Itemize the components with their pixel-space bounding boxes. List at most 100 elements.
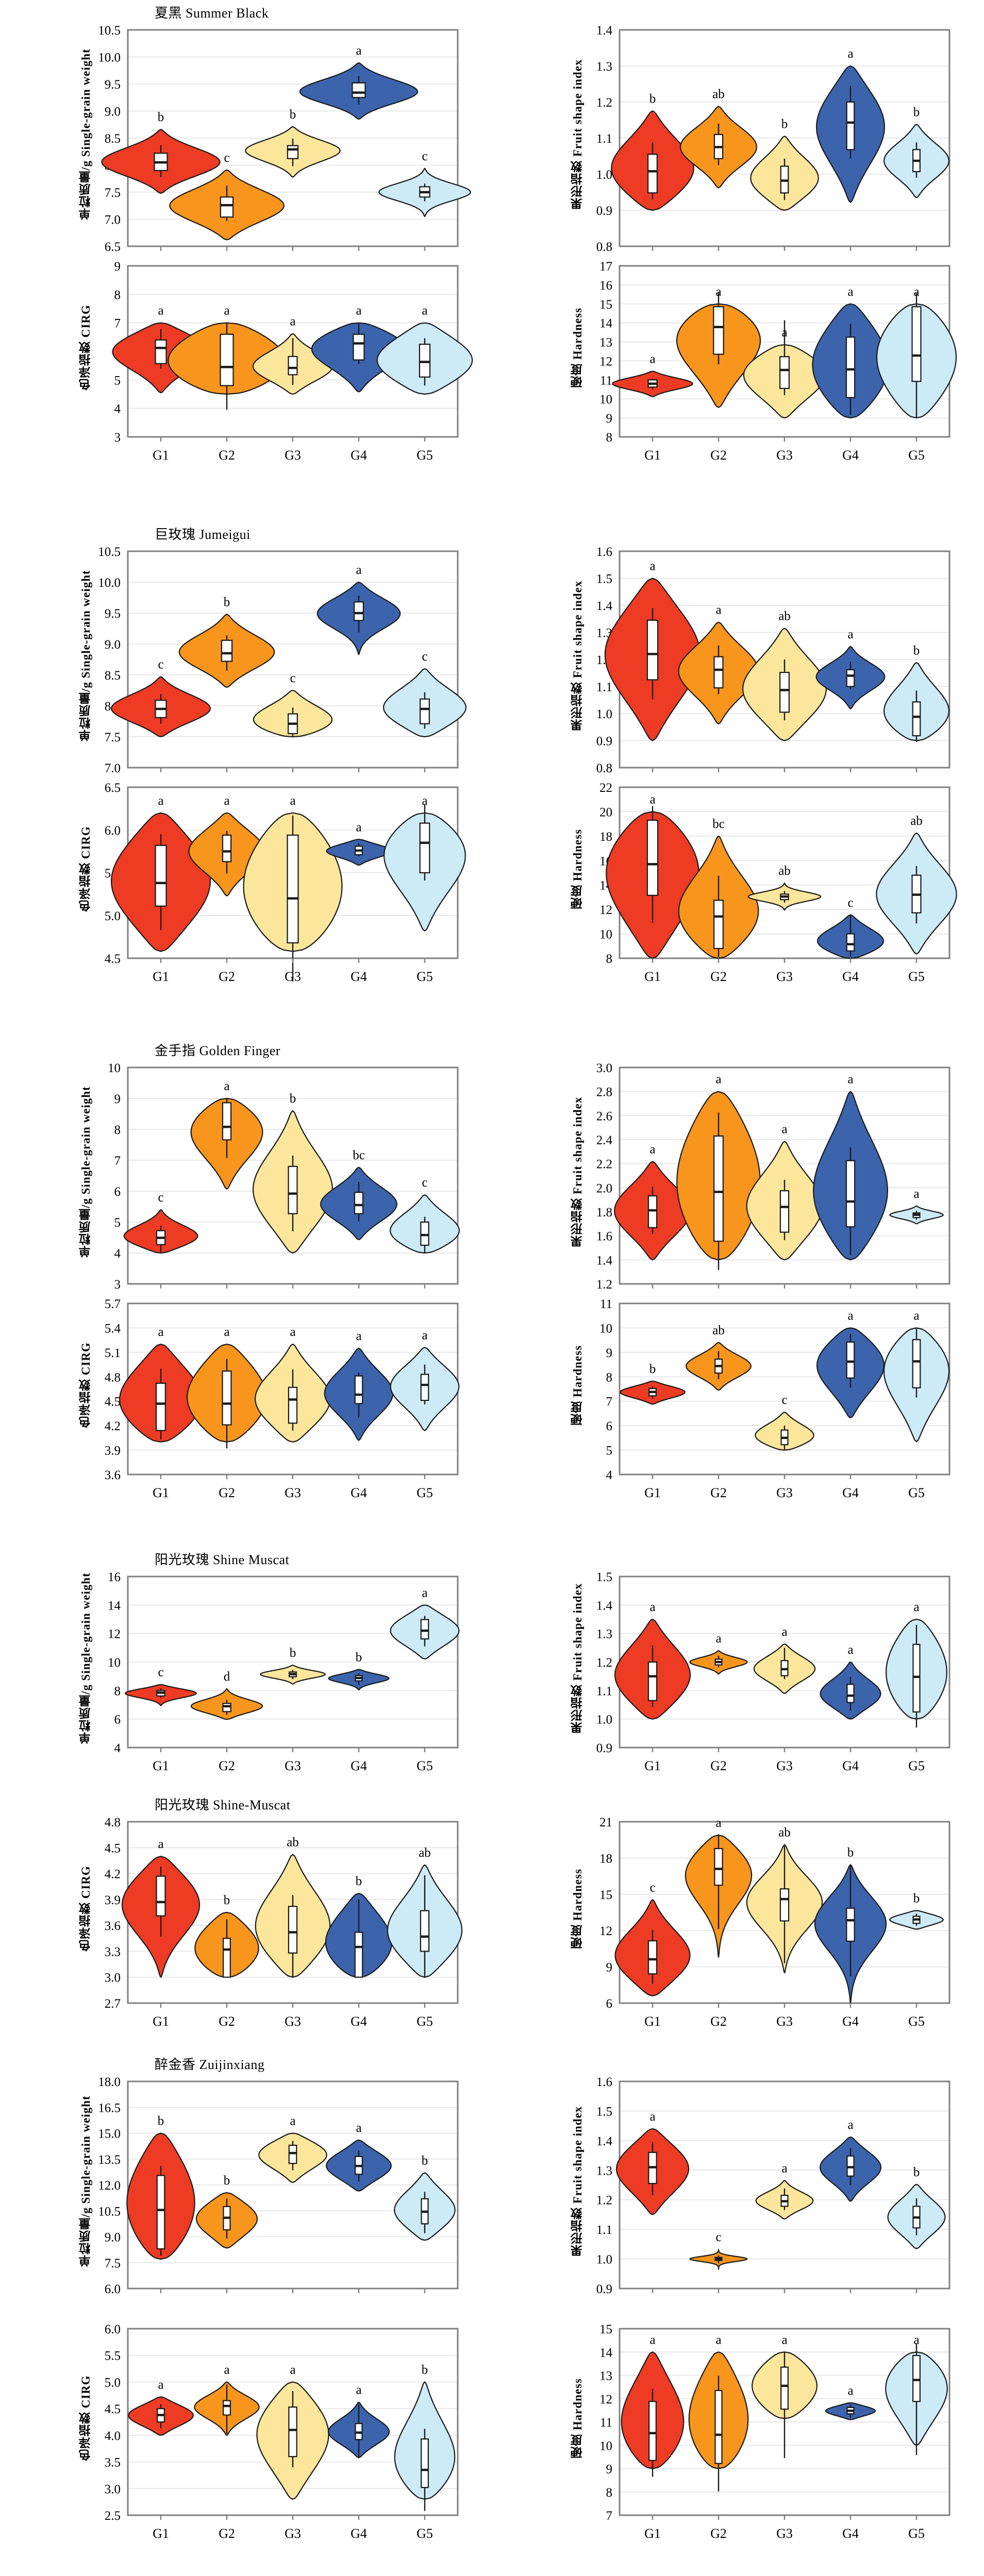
box [420,1374,429,1401]
significance-letter: a [847,1309,853,1323]
x-category-label: G4 [842,2526,859,2541]
violin-group-G2: a [688,2333,749,2492]
chart-row-7: 阳光玫瑰 Shine-Muscat 色泽指数 CIRG 2.7 3.0 3.3 3.6 3.… [0,1796,984,2031]
panel-title [492,1551,983,1569]
chart-wrap: 果形指数 Fruit shape index 0.9 1.0 1.1 1.2 1.3 1.4… [492,1569,983,1775]
y-tick-label: 10.5 [98,2205,121,2218]
y-tick-label: 12 [599,903,612,917]
chart-cell-gf-shape: 果形指数 Fruit shape index 1.2 1.4 1.6 1.8 2.0 2.2… [492,1042,983,1291]
box [912,1339,921,1388]
y-tick-label: 0.9 [596,204,612,218]
box [912,701,921,737]
y-tick-label: 13 [599,336,612,350]
significance-letter: a [224,1325,229,1339]
box [419,344,431,378]
significance-letter: b [224,1893,230,1907]
y-tick-label: 5 [114,1216,121,1230]
chart-wrap: 单粒质量/g Single-grain weight 6.0 7.5 9.0 10.5 1… [0,2074,492,2296]
y-tick-label: 12 [599,354,612,368]
chart-cell-zj-weight: 醉金香 Zuijinxiang 单粒质量/g Single-grain weigh… [0,2056,492,2296]
panel-title: 醉金香 Zuijinxiang [155,2057,265,2072]
y-tick-label: 6 [606,1419,613,1433]
chart-cell-gf-weight: 金手指 Golden Finger 单粒质量/g Single-grain wei… [0,1042,492,1291]
violin-group-G5: b [889,1891,944,1930]
x-category-label: G4 [351,2526,367,2541]
violin-group-G5: c [383,650,466,738]
x-category-label: G1 [153,969,169,984]
y-tick-label: 4.8 [105,1370,121,1384]
panel-title [492,1042,983,1060]
violin-group-G5: ab [876,814,957,955]
significance-letter: b [422,2154,428,2168]
violin-group-G3: ab [255,1836,331,1978]
violin-group-G2: d [190,1670,263,1720]
violin-group-G5: a [376,304,473,395]
significance-letter: a [290,1325,295,1339]
chart-wrap: 硬度 Hardness 7 8 9 10 11 12 13 14 15 a G1 a G2 a G3 a G4 a G… [492,2321,983,2543]
y-tick-label: 6.0 [105,824,121,838]
chart-cell-sb-cirg: 色泽指数 CIRG3456789aG1aG2aG3aG4aG5 [0,240,492,465]
chart-cell-sm2-cirg: 阳光玫瑰 Shine-Muscat 色泽指数 CIRG 2.7 3.0 3.3 3.6 3.… [0,1796,492,2031]
y-axis-title: 果形指数 Fruit shape index [571,1583,584,1734]
chart-wrap: 单粒质量/g Single-grain weight7.07.58.08.59.… [0,544,492,775]
x-category-label: G3 [285,2526,301,2541]
significance-letter: c [422,1176,427,1190]
y-axis-title: 果形指数 Fruit shape index [571,59,584,210]
box [288,355,298,376]
y-tick-label: 1.5 [596,1570,612,1584]
significance-letter: a [422,304,427,318]
box [846,1684,855,1703]
violin-group-G1: a [121,1837,201,1978]
box [222,1370,232,1426]
chart-cell-sm-weight: 阳光玫瑰 Shine Muscat 单粒质量/g Single-grain wei… [0,1551,492,1775]
violin-group-G4: a [816,1309,885,1419]
y-tick-label: 20 [599,805,612,819]
violin-group-G5: b [883,643,949,742]
y-tick-label: 10 [108,1061,121,1075]
chart-row-2: 巨玫瑰 Jumeigui 单粒质量/g Single-grain weight 7.… [0,526,984,775]
y-tick-label: 1.6 [596,1230,612,1244]
box [155,844,167,907]
significance-letter: a [158,794,163,808]
significance-letter: b [158,2114,164,2128]
x-category-label: G2 [219,1758,235,1773]
violin-group-G2: a [187,1325,267,1449]
y-tick-label: 9.5 [105,607,121,621]
y-tick-label: 15 [599,2323,612,2336]
y-tick-label: 3.9 [105,1893,121,1907]
significance-letter: ab [910,814,923,828]
x-category-label: G3 [285,2014,301,2029]
y-tick-label: 8 [606,952,613,966]
y-axis-title: 单粒质量/g Single-grain weight [79,1086,92,1258]
chart-wrap: 单粒质量/g Single-grain weight 3 4 5 6 7 8 9 10 c a b bc… [0,1060,492,1291]
y-tick-label: 21 [599,1816,612,1829]
box [912,2354,921,2402]
significance-letter: a [781,1123,787,1137]
box [647,1661,658,1701]
violin-group-G4: a [326,2121,392,2192]
x-category-label: G1 [644,1485,661,1500]
x-category-label: G5 [416,2014,433,2029]
y-tick-label: 1.3 [596,1628,612,1641]
y-tick-label: 1.2 [596,2194,612,2208]
y-tick-label: 9.0 [105,2231,121,2245]
x-category-label: G2 [219,969,235,984]
violin-group-G4: b [328,1650,390,1691]
box [420,1221,429,1246]
chart-wrap: 硬度 Hardness 8 9 10 11 12 13 14 15 16 17 a G1 a G2 a G3 a G… [492,259,983,465]
x-category-label: G2 [710,969,727,984]
violin-group-G2: ab [686,1324,752,1391]
violin-group-G3: a [755,2161,814,2220]
violin-group-G3: b [750,117,819,211]
significance-letter: c [847,896,853,910]
significance-letter: ab [778,609,791,623]
chart-row-6: 阳光玫瑰 Shine Muscat 单粒质量/g Single-grain wei… [0,1551,984,1775]
significance-letter: a [847,285,853,299]
violin-group-G5: b [394,2363,456,2511]
violin-group-G4: a [819,2118,882,2202]
box [779,1190,790,1233]
significance-letter: a [781,2333,787,2347]
y-tick-label: 10 [599,1321,612,1335]
y-tick-label: 1.0 [596,707,612,721]
